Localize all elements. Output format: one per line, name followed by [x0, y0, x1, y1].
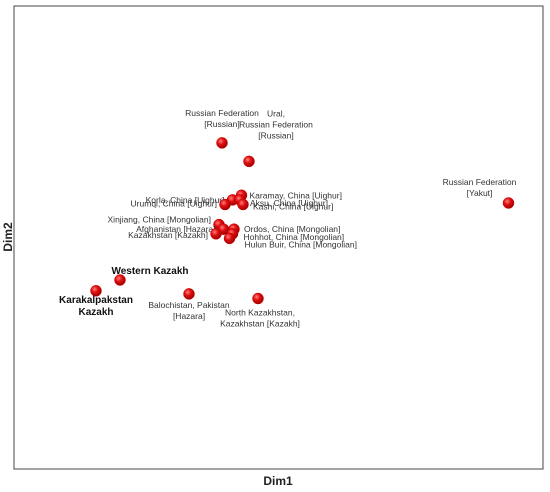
data-point	[252, 292, 264, 305]
point-label-line: Urumqi, China [Uighur]	[131, 199, 217, 209]
point-label-line: Russian Federation	[185, 108, 259, 118]
point-label-line: Ural,	[267, 108, 285, 118]
point-label-line: Kazakhstan [Kazakh]	[220, 319, 300, 329]
point-label: Kazakhstan [Kazakh]	[128, 230, 208, 240]
point-label: Russian Federation [Yakut]	[443, 177, 517, 198]
point-label-line: Russian Federation	[239, 119, 313, 129]
point-label-line: Western Kazakh	[111, 266, 188, 277]
point-label: North Kazakhstan, Kazakhstan [Kazakh]	[220, 308, 300, 329]
plot-area	[13, 5, 544, 470]
point-label-line: [Yakut]	[467, 188, 493, 198]
data-point	[223, 232, 236, 245]
point-label: Russian Federation [Russian]	[185, 108, 259, 129]
point-label: Xinjiang, China [Mongolian]	[108, 215, 211, 225]
point-label-line: Kazakh	[78, 307, 113, 318]
point-label-line: Hohhot, China [Mongolian]	[244, 232, 345, 242]
point-label-line: [Russian]	[204, 119, 239, 129]
point-label: Hohhot, China [Mongolian]	[244, 232, 345, 242]
point-label-line: Kazakhstan [Kazakh]	[128, 230, 208, 240]
point-label-line: Russian Federation	[443, 177, 517, 187]
point-label: Ordos, China [Mongolian]	[244, 224, 340, 234]
point-label: Ural, Russian Federation [Russian]	[239, 108, 313, 140]
point-label-line: Korla, China [Uighur]	[146, 195, 225, 205]
point-label: Kashi, China [Uighur]	[253, 202, 333, 212]
data-point	[243, 155, 255, 168]
point-label: Hulun Buir, China [Mongolian]	[245, 239, 357, 249]
data-point	[502, 197, 515, 209]
point-label-line: Xinjiang, China [Mongolian]	[108, 215, 211, 225]
point-label: Balochistan, Pakistan [Hazara]	[148, 300, 230, 321]
point-label: Urumqi, China [Uighur]	[131, 199, 217, 209]
point-label-line: Afghanistan [Hazara]	[136, 224, 215, 234]
data-point	[219, 198, 231, 211]
point-label-line: Kashi, China [Uighur]	[253, 202, 333, 212]
data-point	[183, 288, 195, 300]
data-point	[90, 285, 102, 297]
point-label: Karamay, China [Uighur]	[250, 190, 342, 200]
data-point	[114, 274, 126, 286]
point-label-line: North Kazakhstan,	[225, 308, 295, 318]
data-point	[216, 137, 228, 149]
point-label-line: Ordos, China [Mongolian]	[244, 224, 340, 234]
point-label: Karakalpakstan Kazakh	[59, 295, 133, 318]
point-label-line: Aksu, China [Uighur]	[250, 198, 328, 208]
point-label-line: Hulun Buir, China [Mongolian]	[245, 239, 357, 249]
data-point	[210, 228, 222, 240]
point-label-line: Karamay, China [Uighur]	[250, 190, 342, 200]
point-label-line: [Russian]	[258, 130, 293, 140]
point-label-line: Karakalpakstan	[59, 295, 133, 306]
y-axis-title: Dim2	[1, 222, 15, 252]
data-point	[237, 198, 249, 211]
x-axis-title: Dim1	[263, 474, 293, 488]
point-label: Aksu, China [Uighur]	[250, 198, 328, 208]
data-points: Western Kazakh Karakalpakstan Kazakh Russia…	[59, 108, 517, 329]
point-label: Western Kazakh	[111, 266, 188, 277]
point-label: Korla, China [Uighur]	[146, 195, 225, 205]
point-label: Afghanistan [Hazara]	[136, 224, 215, 234]
point-label-line: Balochistan, Pakistan	[148, 300, 230, 310]
point-label-line: [Hazara]	[173, 311, 205, 321]
